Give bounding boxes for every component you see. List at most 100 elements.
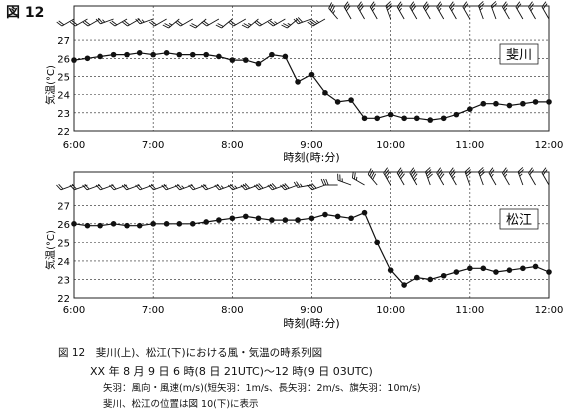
panel1-wind-barb (241, 18, 259, 29)
panel2-wind-barb (135, 183, 154, 191)
panel1-wind-barb (267, 18, 286, 27)
panel2-y-tick-label: 23 (57, 275, 70, 286)
panel1-temperature-point (229, 57, 236, 63)
panel2-wind-barb (227, 183, 246, 191)
panel2-wind-barb (214, 183, 233, 191)
panel2-temperature-point (282, 217, 289, 223)
panel2-y-tick-label: 26 (57, 220, 70, 231)
panel2-wind-barb (307, 183, 326, 191)
panel1-wind-barb (409, 1, 418, 20)
panel2-wind-barb (448, 167, 457, 186)
panel2-temperature-point (295, 217, 301, 223)
panel2-temperature-point (110, 221, 117, 227)
panel1-wind-barb (109, 18, 128, 27)
panel1-wind-barb (462, 1, 471, 20)
panel1-y-tick-label: 25 (57, 72, 70, 83)
panel2-temperature-point (348, 215, 354, 222)
panel2-y-tick-label: 22 (57, 294, 70, 305)
panel1-temperature-point (374, 115, 381, 122)
panel2-x-tick-label: 12:00 (535, 305, 564, 316)
panel2-temperature-point (546, 269, 552, 275)
panel2-plot-frame (73, 171, 550, 299)
panel1-temperature-point (255, 60, 262, 67)
panel1-y-axis-label: 気温(°C) (44, 65, 57, 105)
panel1-x-axis-label: 時刻(時:分) (283, 150, 339, 164)
panel1-temperature-point (413, 115, 420, 122)
panel2-temperature-point (242, 213, 249, 220)
panel1-wind-barb (135, 17, 154, 25)
panel1-x-tick-label: 8:00 (221, 140, 243, 151)
panel1-wind-barb (201, 18, 220, 27)
panel1-wind-barb (369, 1, 378, 20)
panel1-wind-barb (215, 18, 233, 29)
panel1-wind-barb (122, 18, 140, 27)
panel2-wind-barb (161, 183, 180, 191)
panel1-temperature-point (71, 57, 77, 63)
panel2-x-tick-label: 9:00 (300, 305, 322, 316)
panel2-temperature-point (229, 215, 236, 222)
panel2-temperature-point (506, 267, 513, 273)
panel2-wind-barb (267, 183, 286, 191)
chart-canvas: 22 23 24 25 26 27 6:00 7:00 8:00 9:00 10:00 11:00 12… (44, 1, 564, 330)
panel1-wind-barb (254, 18, 273, 27)
panel2-x-axis-label: 時刻(時:分) (283, 316, 339, 330)
panel1-temperature-point (189, 51, 196, 58)
panel1-station-box (499, 43, 539, 65)
panel2-wind-barb (367, 168, 378, 186)
panel1-wind-barb (293, 17, 312, 25)
panel2-temperature-point (322, 211, 328, 218)
panel2-temperature-point (84, 222, 91, 229)
panel2-temperature-point (216, 217, 222, 223)
panel1-wind-barb (56, 18, 75, 27)
panel2-x-tick-label: 10:00 (376, 305, 405, 316)
panel1-temperature-point (163, 50, 170, 56)
panel1-temperature-point (361, 115, 368, 122)
panel2-wind-barb (464, 167, 472, 186)
panel1-wind-barb (515, 1, 524, 20)
panel2-wind-barb (409, 167, 418, 186)
panel1-wind-barb (490, 1, 498, 20)
caption-title: 図 12 斐川(上)、松江(下)における風・気温の時系列図 (58, 347, 323, 359)
panel1-wind-barb (541, 1, 550, 20)
panel2-temperature-point (203, 219, 210, 225)
panel2-x-tick-label: 8:00 (221, 305, 243, 316)
panel1-wind-barb (478, 1, 485, 20)
panel1-wind-barb (448, 1, 457, 20)
panel1-y-tick-label: 27 (57, 36, 70, 47)
panel1-wind-barb (281, 18, 299, 29)
panel2-temperature-point (413, 274, 420, 281)
panel1-temperature-point (97, 53, 103, 60)
panel1-temperature-point (282, 53, 289, 60)
panel2-temperature-point (374, 239, 381, 246)
panel1-temperature-point (110, 51, 117, 58)
panel1-wind-barb (307, 18, 326, 27)
panel1-temperature-point (387, 111, 394, 118)
panel2-temperature-point (136, 222, 143, 229)
panel1-y-tick-label: 23 (57, 109, 70, 120)
panel1-x-tick-label: 11:00 (455, 140, 484, 151)
panel1-temperature-point (150, 51, 156, 58)
panel2-temperature-point (71, 221, 77, 227)
panel1-temperature-point (269, 51, 275, 58)
panel2-wind-barb (148, 183, 167, 191)
panel1-y-tick-label: 24 (57, 91, 70, 102)
panel1-temperature-point (203, 51, 210, 58)
panel2-station-box (499, 208, 539, 230)
panel2-temperature-point (269, 217, 275, 223)
panel2-y-tick-label: 25 (57, 238, 70, 249)
panel2-temperature-point (163, 221, 170, 227)
panel1-temperature-point (136, 50, 143, 56)
panel2-wind-barb (188, 183, 207, 191)
panel2-temperature-point (387, 267, 394, 273)
panel1-temperature-point (532, 99, 539, 105)
panel2-wind-barb (541, 167, 550, 186)
panel2-wind-barb (293, 181, 312, 188)
panel2-wind-barb (280, 183, 299, 191)
panel1-x-tick-label: 10:00 (376, 140, 405, 151)
panel2-y-axis-label: 気温(°C) (44, 230, 57, 270)
panel1-temperature-point (427, 117, 434, 123)
panel1-wind-barb (328, 2, 338, 20)
panel1-temperature-point (322, 90, 328, 96)
panel2-wind-barb (82, 183, 101, 191)
panel1-wind-barb (396, 1, 405, 20)
